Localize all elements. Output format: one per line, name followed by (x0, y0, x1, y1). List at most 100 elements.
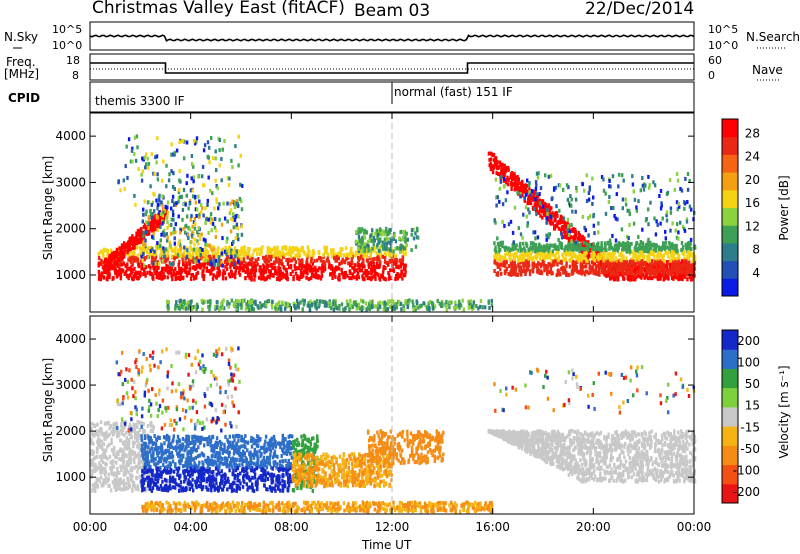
power-cell (97, 256, 101, 260)
power-cell (108, 275, 111, 280)
power-cell (157, 265, 160, 270)
power-cell (584, 228, 587, 233)
power-cell (203, 256, 206, 260)
power-cell (402, 307, 406, 312)
power-cell (381, 243, 384, 248)
power-cell (287, 252, 290, 256)
power-cell (355, 276, 358, 281)
power-cell (305, 253, 308, 258)
power-cell (164, 213, 168, 217)
power-cell (278, 250, 282, 255)
power-cell (538, 192, 541, 196)
power-cell (611, 233, 614, 238)
power-cell (293, 263, 296, 268)
power-cell (357, 258, 360, 262)
power-cell (178, 187, 181, 192)
power-cell (130, 148, 134, 153)
power-cell (550, 243, 553, 248)
power-cell (584, 264, 588, 269)
power-cell (587, 248, 590, 253)
power-cell (160, 232, 163, 237)
power-cell (292, 274, 295, 279)
power-cell (375, 245, 379, 250)
power-cell (162, 249, 166, 254)
power-cell (406, 299, 410, 304)
power-cell (163, 274, 166, 279)
power-cell (146, 229, 149, 234)
power-cell (253, 261, 256, 266)
power-cell (169, 231, 173, 236)
power-cell (133, 193, 136, 198)
power-cell (192, 251, 195, 256)
power-cell (134, 202, 137, 207)
power-cell (322, 253, 325, 257)
power-cell (189, 240, 192, 245)
power-cell (499, 257, 502, 262)
power-cell (222, 268, 225, 273)
power-cell (273, 247, 276, 251)
power-cell (283, 253, 287, 257)
power-cell (207, 175, 210, 180)
power-cell (495, 171, 498, 176)
power-cell (283, 266, 286, 271)
power-cell (623, 266, 626, 271)
power-cell (395, 305, 398, 310)
power-cell (115, 274, 119, 279)
power-cell (118, 251, 121, 256)
power-cell (155, 268, 159, 273)
power-cell (159, 253, 162, 258)
power-cell (575, 185, 578, 190)
power-cell (536, 235, 540, 240)
power-cell (372, 261, 375, 266)
freq-panel (89, 53, 695, 81)
power-cell (288, 245, 291, 250)
power-cell (297, 266, 301, 271)
power-cell (484, 305, 487, 310)
power-cell (574, 209, 577, 214)
power-cell (220, 248, 223, 253)
power-cell (504, 198, 508, 203)
power-cell (125, 144, 128, 149)
power-cell (647, 237, 650, 242)
power-cell (179, 251, 183, 256)
power-cell (156, 177, 160, 182)
power-cell (499, 179, 502, 184)
power-cell (123, 241, 126, 246)
power-cell (684, 176, 687, 181)
power-cell (230, 252, 233, 257)
power-cell (308, 307, 312, 312)
power-cell (549, 251, 552, 256)
power-cell (210, 270, 213, 275)
power-cell (203, 264, 206, 269)
power-cell (538, 251, 541, 256)
power-cell (246, 266, 249, 271)
power-cell (105, 248, 108, 253)
power-cell (229, 201, 232, 206)
power-cell (139, 270, 142, 275)
power-cell (528, 272, 532, 277)
power-cell (283, 273, 287, 278)
power-cell (155, 154, 159, 159)
power-cell (300, 262, 303, 267)
power-cell (349, 249, 353, 253)
power-cell (570, 222, 573, 227)
power-cell (684, 243, 688, 248)
power-cell (564, 252, 568, 257)
power-cell (197, 226, 200, 231)
power-cell (139, 248, 142, 253)
power-cell (263, 258, 266, 263)
power-cell (496, 195, 499, 200)
power-cell (370, 270, 373, 275)
power-cell (567, 232, 571, 237)
power-cell (516, 185, 519, 190)
power-cell (162, 159, 165, 164)
power-cell (166, 257, 169, 262)
power-cell (357, 246, 360, 251)
nsearch-tick-top: 10^5 (708, 23, 739, 36)
power-cell (342, 275, 345, 280)
power-cell (173, 226, 176, 231)
power-cell (126, 175, 129, 180)
power-cell (622, 178, 625, 183)
power-cell (192, 139, 196, 144)
power-cell (127, 257, 130, 262)
